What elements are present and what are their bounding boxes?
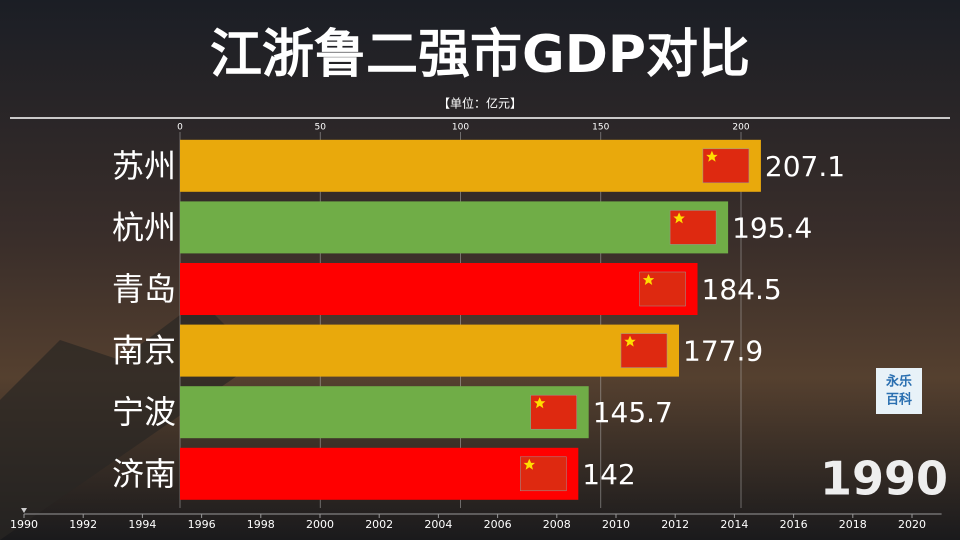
timeline-label: 2014	[720, 518, 748, 531]
current-year: 1990	[820, 452, 948, 506]
watermark: 永乐	[885, 374, 912, 390]
timeline-label: 2008	[543, 518, 571, 531]
timeline-label: 1996	[188, 518, 216, 531]
flag-star	[523, 458, 536, 470]
y-tick-label: 苏州	[112, 147, 176, 185]
flag	[669, 210, 717, 245]
x-tick-label: 50	[315, 123, 327, 133]
x-tick-label: 150	[592, 123, 609, 133]
timeline-label: 1990	[10, 518, 38, 531]
timeline-label: 2002	[365, 518, 393, 531]
value-label: 142	[582, 458, 635, 491]
subtitle: 【单位：亿元】	[438, 96, 522, 111]
chart-title: 江浙鲁二强市GDP对比	[210, 25, 750, 85]
y-tick-label: 南京	[112, 332, 176, 370]
flag-star	[642, 274, 655, 285]
flag	[620, 333, 668, 368]
flag-star	[624, 335, 636, 347]
value-label: 207.1	[765, 150, 845, 183]
value-label: 177.9	[683, 335, 763, 368]
value-label: 145.7	[593, 396, 673, 429]
timeline-label: 2012	[661, 518, 689, 531]
value-label: 195.4	[732, 211, 812, 244]
bar	[180, 447, 579, 500]
bar	[180, 201, 729, 254]
timeline-label: 2016	[780, 518, 808, 531]
bar	[180, 386, 589, 439]
timeline-label: 2004	[424, 518, 452, 531]
y-tick-label: 青岛	[112, 270, 176, 308]
timeline-label: 2006	[484, 518, 512, 531]
flag-star	[706, 150, 718, 162]
watermark-box	[876, 368, 922, 414]
flag	[520, 456, 567, 492]
timeline-label: 2020	[898, 518, 926, 531]
timeline-label: 2018	[839, 518, 867, 531]
timeline-pointer	[21, 508, 27, 513]
value-label: 184.5	[702, 273, 782, 306]
bar	[180, 139, 761, 192]
bar	[180, 263, 698, 315]
y-tick-label: 杭州	[112, 208, 176, 246]
flag	[530, 394, 577, 430]
y-tick-label: 宁波	[112, 393, 176, 431]
timeline-label: 1998	[247, 518, 275, 531]
y-tick-label: 济南	[112, 455, 176, 493]
timeline-label: 1994	[128, 518, 156, 531]
flag-star	[533, 397, 546, 409]
flag	[702, 148, 750, 184]
bar	[180, 324, 680, 377]
watermark: 百科	[886, 392, 912, 408]
flag-star	[673, 212, 685, 224]
x-tick-label: 0	[177, 123, 183, 133]
timeline-label: 2000	[306, 518, 334, 531]
timeline-label: 1992	[69, 518, 97, 531]
x-tick-label: 200	[732, 123, 749, 133]
x-tick-label: 100	[452, 123, 469, 133]
timeline-label: 2010	[602, 518, 630, 531]
flag	[639, 271, 686, 307]
